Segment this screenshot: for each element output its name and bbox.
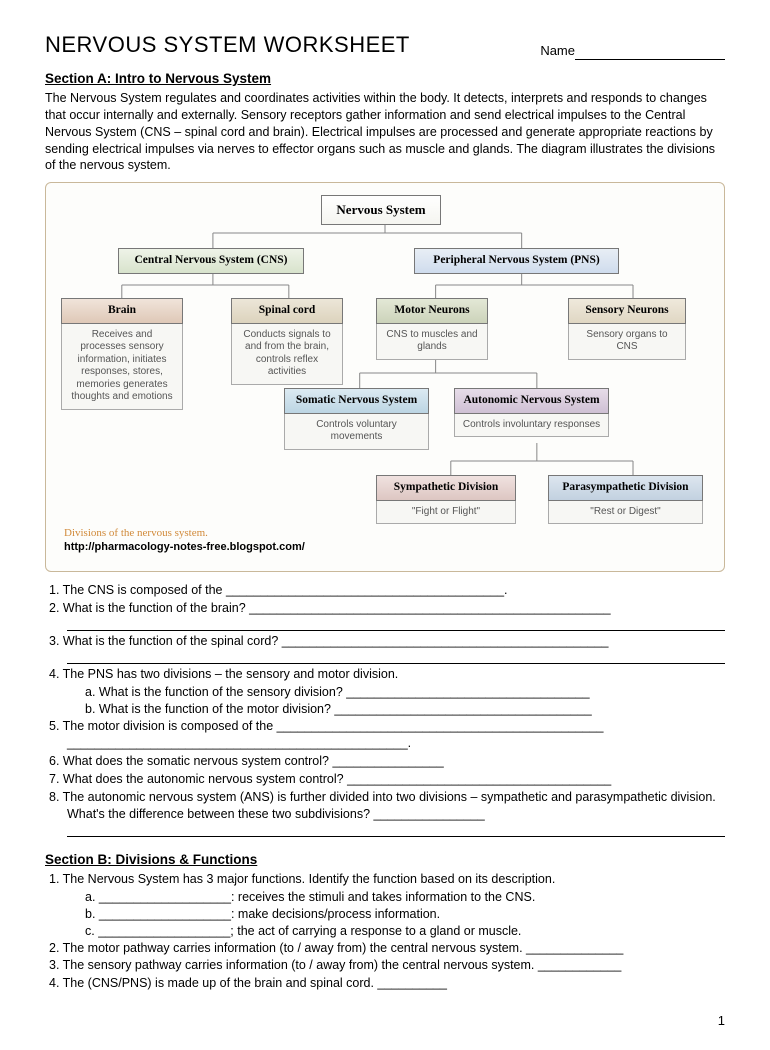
nervous-system-diagram: Nervous System Central Nervous System (C… [56, 193, 714, 563]
qa-3-blank[interactable] [67, 651, 725, 664]
qa-8: 8. The autonomic nervous system (ANS) is… [45, 789, 725, 823]
name-field: Name [540, 42, 725, 60]
qb-1a: a. ___________________: receives the sti… [45, 889, 725, 906]
node-somatic-title: Somatic Nervous System [284, 388, 429, 414]
node-spinal-desc: Conducts signals to and from the brain, … [231, 324, 343, 385]
qb-4: 4. The (CNS/PNS) is made up of the brain… [45, 975, 725, 992]
qa-1: 1. The CNS is composed of the __________… [45, 582, 725, 599]
node-spinal: Spinal cord Conducts signals to and from… [231, 298, 343, 385]
node-root-title: Nervous System [321, 195, 441, 225]
node-sensory: Sensory Neurons Sensory organs to CNS [568, 298, 686, 360]
qa-5: 5. The motor division is composed of the… [45, 718, 725, 735]
node-autonomic-desc: Controls involuntary responses [454, 414, 609, 438]
header: NERVOUS SYSTEM WORKSHEET Name [45, 30, 725, 60]
qb-1: 1. The Nervous System has 3 major functi… [45, 871, 725, 888]
qa-4: 4. The PNS has two divisions – the senso… [45, 666, 725, 683]
qa-4b: b. What is the function of the motor div… [45, 701, 725, 718]
node-cns-title: Central Nervous System (CNS) [118, 248, 304, 274]
qa-3: 3. What is the function of the spinal co… [45, 633, 725, 650]
node-parasympathetic: Parasympathetic Division "Rest or Digest… [548, 475, 703, 524]
node-parasympathetic-title: Parasympathetic Division [548, 475, 703, 501]
qb-1b: b. ___________________: make decisions/p… [45, 906, 725, 923]
qb-2: 2. The motor pathway carries information… [45, 940, 725, 957]
qa-2: 2. What is the function of the brain? __… [45, 600, 725, 617]
node-sensory-desc: Sensory organs to CNS [568, 324, 686, 360]
qb-1c: c. ___________________; the act of carry… [45, 923, 725, 940]
diagram-container: Nervous System Central Nervous System (C… [45, 182, 725, 572]
node-cns: Central Nervous System (CNS) [118, 248, 304, 274]
section-b-title: Section B: Divisions & Functions [45, 851, 725, 869]
node-sensory-title: Sensory Neurons [568, 298, 686, 324]
node-pns-title: Peripheral Nervous System (PNS) [414, 248, 619, 274]
node-somatic: Somatic Nervous System Controls voluntar… [284, 388, 429, 450]
node-autonomic-title: Autonomic Nervous System [454, 388, 609, 414]
node-pns: Peripheral Nervous System (PNS) [414, 248, 619, 274]
node-motor-desc: CNS to muscles and glands [376, 324, 488, 360]
node-parasympathetic-desc: "Rest or Digest" [548, 501, 703, 525]
section-a-questions: 1. The CNS is composed of the __________… [45, 582, 725, 837]
diagram-caption-2: http://pharmacology-notes-free.blogspot.… [64, 540, 305, 555]
diagram-caption-1: Divisions of the nervous system. [64, 526, 208, 541]
node-brain: Brain Receives and processes sensory inf… [61, 298, 183, 410]
qa-2-blank[interactable] [67, 618, 725, 631]
node-somatic-desc: Controls voluntary movements [284, 414, 429, 450]
qa-4a: a. What is the function of the sensory d… [45, 684, 725, 701]
node-sympathetic-desc: "Fight or Flight" [376, 501, 516, 525]
page-number: 1 [45, 1012, 725, 1030]
main-title: NERVOUS SYSTEM WORKSHEET [45, 30, 410, 60]
node-motor: Motor Neurons CNS to muscles and glands [376, 298, 488, 360]
node-sympathetic: Sympathetic Division "Fight or Flight" [376, 475, 516, 524]
node-autonomic: Autonomic Nervous System Controls involu… [454, 388, 609, 437]
node-root: Nervous System [321, 195, 441, 225]
qa-5-cont: ________________________________________… [45, 735, 725, 752]
qa-8-blank[interactable] [67, 824, 725, 837]
node-sympathetic-title: Sympathetic Division [376, 475, 516, 501]
qb-3: 3. The sensory pathway carries informati… [45, 957, 725, 974]
node-spinal-title: Spinal cord [231, 298, 343, 324]
section-a-title: Section A: Intro to Nervous System [45, 70, 725, 88]
name-label: Name [540, 43, 575, 58]
qa-6: 6. What does the somatic nervous system … [45, 753, 725, 770]
section-b: Section B: Divisions & Functions 1. The … [45, 851, 725, 992]
node-brain-title: Brain [61, 298, 183, 324]
qa-7: 7. What does the autonomic nervous syste… [45, 771, 725, 788]
name-blank[interactable] [575, 48, 725, 60]
node-motor-title: Motor Neurons [376, 298, 488, 324]
section-a-intro: The Nervous System regulates and coordin… [45, 90, 725, 174]
node-brain-desc: Receives and processes sensory informati… [61, 324, 183, 410]
